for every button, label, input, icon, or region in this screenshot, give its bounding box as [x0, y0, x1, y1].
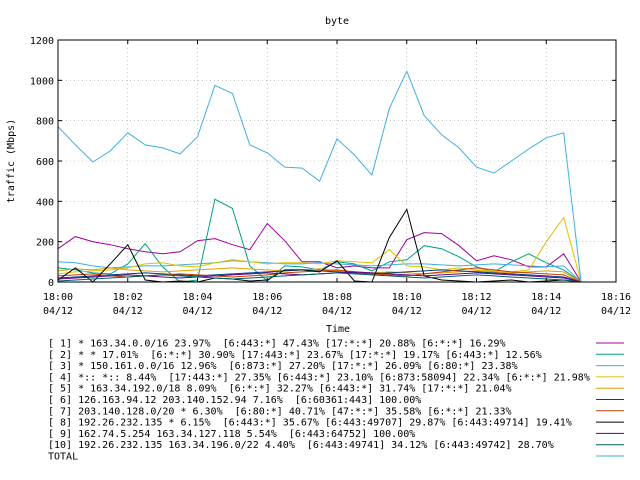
x-tick-time: 18:10 [392, 292, 422, 303]
y-tick-label: 0 [48, 278, 54, 289]
y-tick-label: 1000 [30, 76, 54, 87]
x-axis-label: Time [326, 324, 350, 335]
x-tick-date: 04/12 [322, 306, 352, 317]
legend-label-5: [ 5] * 163.34.192.0/18 8.09% [6:*:*] 32.… [48, 384, 512, 395]
x-tick-time: 18:02 [113, 292, 143, 303]
y-tick-label: 200 [36, 238, 54, 249]
x-tick-time: 18:12 [461, 292, 491, 303]
x-tick-time: 18:16 [601, 292, 631, 303]
x-tick-time: 18:06 [252, 292, 282, 303]
chart-title: byte [325, 16, 349, 27]
legend-label-4: [ 4] *:: *:: 8.44% [17:443:*] 27.35% [6:… [48, 372, 590, 383]
y-tick-label: 600 [36, 157, 54, 168]
legend-label-7: [ 7] 203.140.128.0/20 * 6.30% [6:80:*] 4… [48, 406, 512, 417]
gridlines [58, 40, 616, 282]
legend-label-3: [ 3] * 150.161.0.0/16 12.96% [6:873:*] 2… [48, 361, 518, 372]
legend-label-1: [ 1] * 163.34.0.0/16 23.97% [6:443:*] 47… [48, 339, 506, 350]
y-tick-label: 1200 [30, 36, 54, 47]
x-tick-time: 18:04 [182, 292, 212, 303]
legend-label-8: [ 8] 192.26.232.135 * 6.15% [6:443:*] 35… [48, 418, 572, 429]
series-line-5 [57, 267, 582, 283]
series-line-10 [57, 272, 582, 283]
x-tick-date: 04/12 [113, 306, 143, 317]
legend-label-2: [ 2] * * 17.01% [6:*:*] 30.90% [17:443:*… [48, 350, 542, 361]
series-line-8 [57, 208, 582, 283]
series-line-4 [57, 216, 582, 283]
y-tick-label: 800 [36, 117, 54, 128]
x-tick-date: 04/12 [531, 306, 561, 317]
x-tick-date: 04/12 [252, 306, 282, 317]
x-tick-date: 04/12 [182, 306, 212, 317]
series-lines [57, 70, 582, 283]
x-tick-date: 04/12 [601, 306, 631, 317]
y-axis-label: traffic (Mbps) [6, 119, 17, 203]
series-line-2 [57, 198, 582, 283]
x-tick-time: 18:00 [43, 292, 73, 303]
legend-label-6: [ 6] 126.163.94.12 203.140.152.94 7.16% … [48, 395, 421, 406]
x-tick-time: 18:14 [531, 292, 561, 303]
series-line-1 [57, 222, 582, 283]
series-line-11 [57, 70, 582, 283]
axis-ticks: 0 200 400 600 800 1000 1200 18:00 04/12 18:02 04/1… [30, 36, 631, 317]
x-tick-date: 04/12 [392, 306, 422, 317]
legend-label-10: [10] 192.26.232.135 163.34.196.0/22 4.40… [48, 440, 554, 451]
series-line-3 [57, 260, 582, 283]
y-tick-label: 400 [36, 197, 54, 208]
legend-label-9: [ 9] 162.74.5.254 163.34.127.118 5.54% [… [48, 429, 415, 440]
x-tick-date: 04/12 [43, 306, 73, 317]
x-tick-time: 18:08 [322, 292, 352, 303]
legend-label-11: TOTAL [48, 452, 78, 463]
x-tick-date: 04/12 [461, 306, 491, 317]
legend: [ 1] * 163.34.0.0/16 23.97% [6:443:*] 47… [48, 339, 624, 463]
